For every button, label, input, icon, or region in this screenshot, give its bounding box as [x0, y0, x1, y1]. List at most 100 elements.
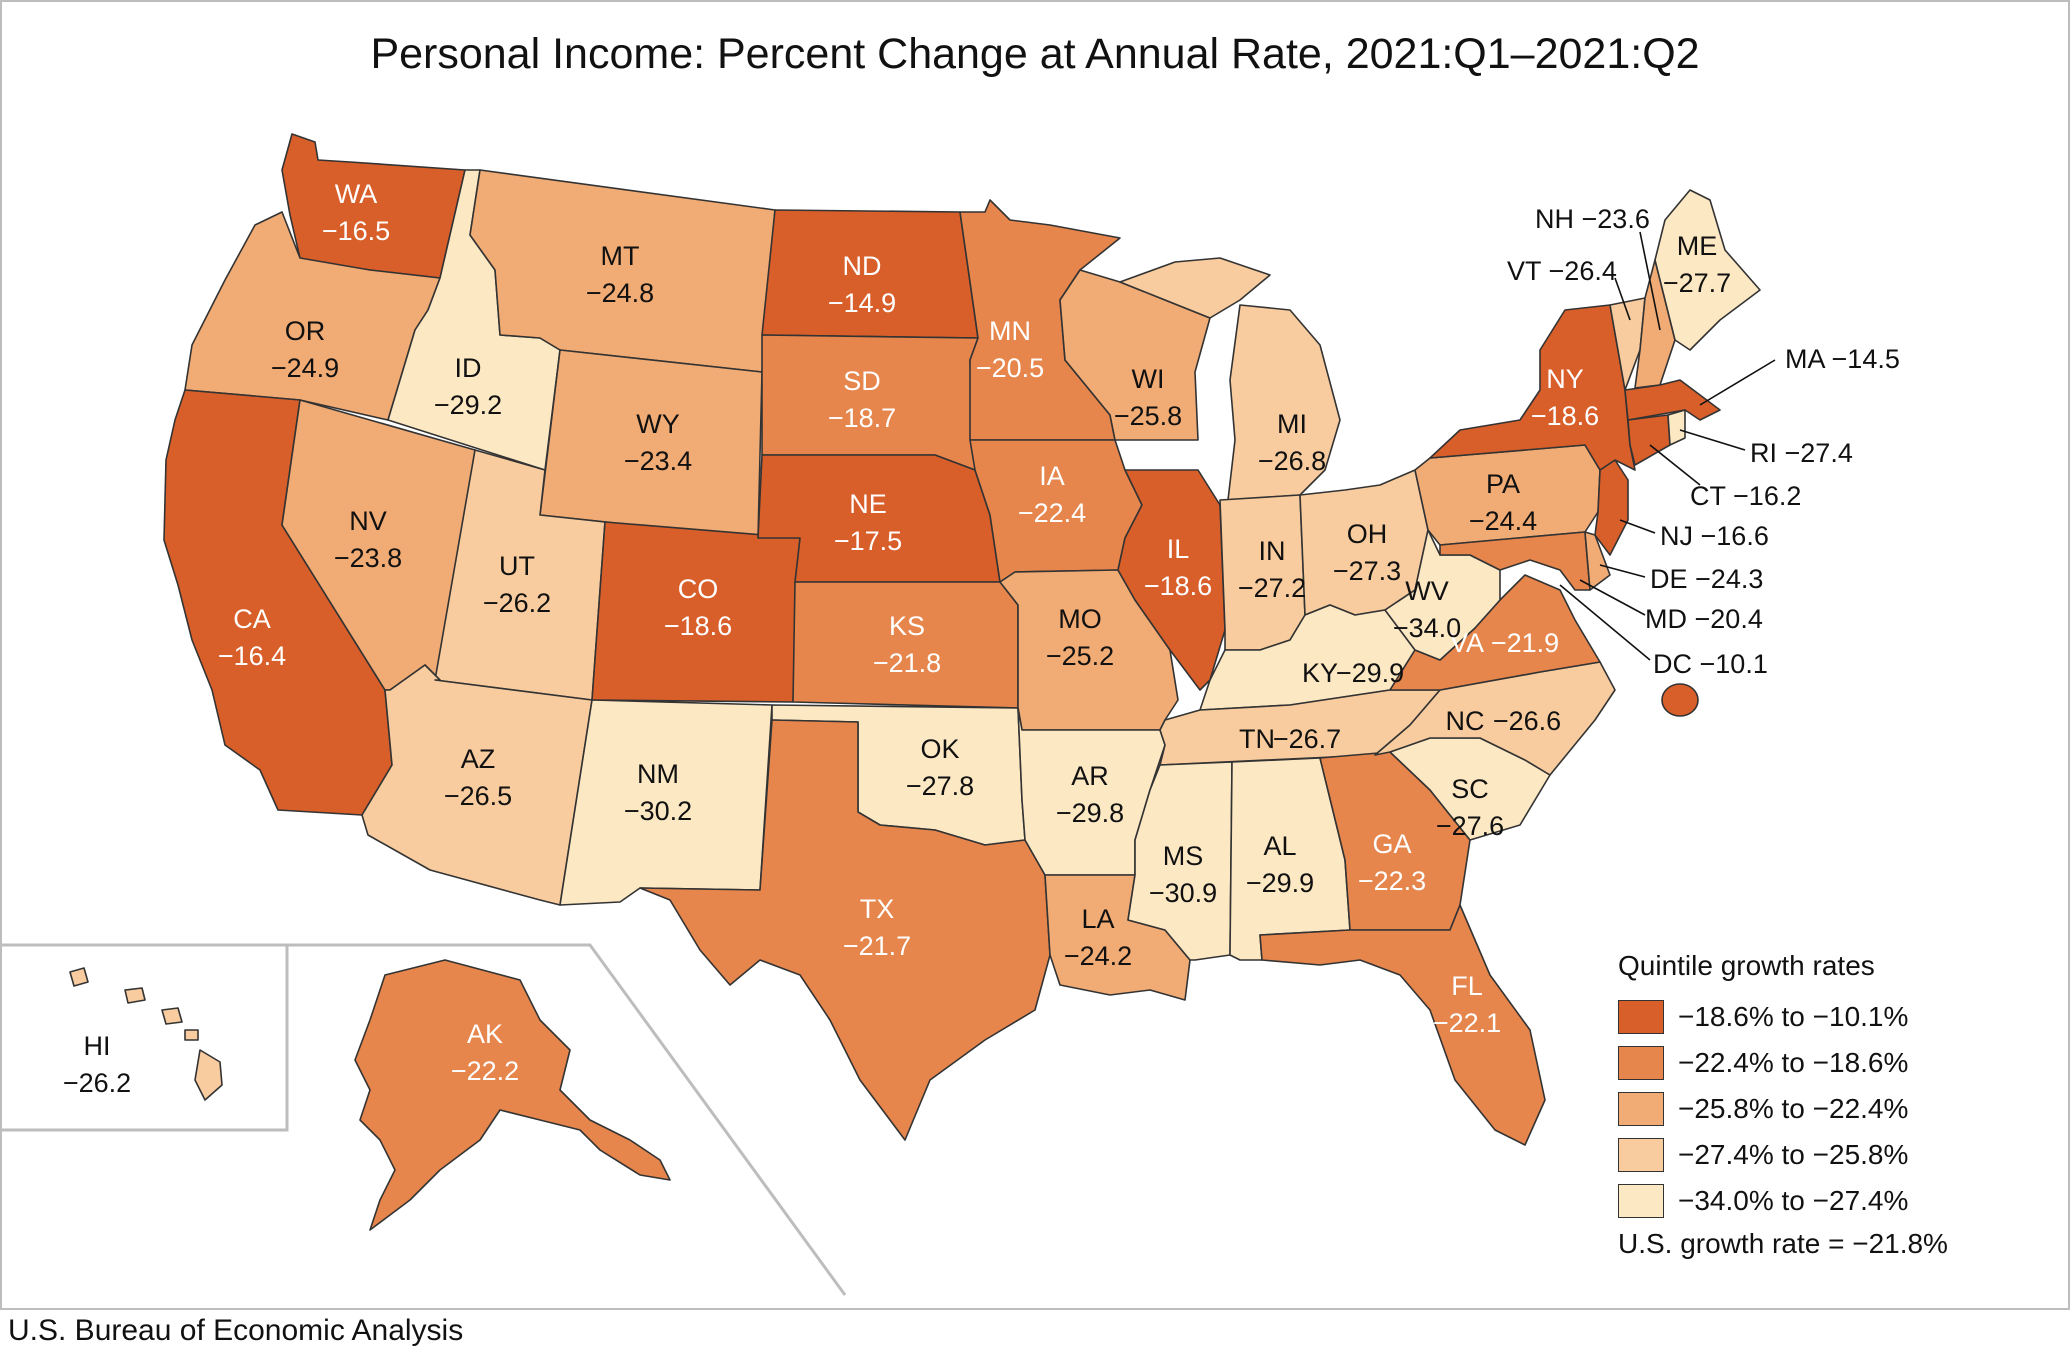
label-MS-value: −30.9 — [1149, 878, 1217, 908]
state-TX[interactable] — [639, 719, 1051, 1141]
label-CA-value: −16.4 — [218, 641, 286, 671]
label-TN: TN — [1239, 724, 1275, 754]
legend-item: −18.6% to −10.1% — [1618, 994, 2038, 1040]
legend-item: −22.4% to −18.6% — [1618, 1040, 2038, 1086]
label-SC-abbr: SC — [1451, 774, 1489, 804]
label-HI-abbr: HI — [84, 1031, 111, 1061]
leader-NJ — [1619, 519, 1656, 534]
state-FL[interactable] — [1259, 904, 1546, 1146]
label-KS-value: −21.8 — [873, 648, 941, 678]
label-LA-value: −24.2 — [1064, 941, 1132, 971]
label-CA-abbr: CA — [233, 604, 271, 634]
callout-DE-value: −24.3 — [1695, 564, 1763, 594]
label-AR-value: −29.8 — [1056, 798, 1124, 828]
label-AL-abbr: AL — [1263, 831, 1296, 861]
label-MT-value: −24.8 — [586, 278, 654, 308]
callout-RI-value: −27.4 — [1785, 438, 1853, 468]
legend-swatch — [1618, 1184, 1664, 1218]
callout-DC-abbr: DC — [1653, 649, 1692, 679]
label-MS-abbr: MS — [1163, 841, 1204, 871]
callout-CT: CT −16.2 — [1690, 481, 1801, 511]
label-OK-value: −27.8 — [906, 771, 974, 801]
leader-RI — [1679, 429, 1746, 451]
map-title: Personal Income: Percent Change at Annua… — [370, 30, 1700, 78]
label-GA-abbr: GA — [1372, 829, 1411, 859]
legend-label: −27.4% to −25.8% — [1678, 1139, 1909, 1170]
label-OH-abbr: OH — [1347, 519, 1388, 549]
label-OK-abbr: OK — [920, 734, 959, 764]
label-VA-value: −21.9 — [1491, 628, 1559, 658]
state-HI[interactable] — [194, 1049, 223, 1101]
state-MI-upper[interactable] — [1119, 257, 1271, 319]
label-MI-value: −26.8 — [1258, 446, 1326, 476]
label-WV-abbr: WV — [1405, 576, 1449, 606]
state-CT[interactable] — [1627, 414, 1671, 466]
label-MN-value: −20.5 — [976, 353, 1044, 383]
label-MO-abbr: MO — [1058, 604, 1102, 634]
legend-label: −18.6% to −10.1% — [1678, 1001, 1909, 1032]
legend-label: −22.4% to −18.6% — [1678, 1047, 1909, 1078]
callout-MA-value: −14.5 — [1832, 344, 1900, 374]
label-NY-abbr: NY — [1546, 364, 1584, 394]
source-credit: U.S. Bureau of Economic Analysis — [8, 1314, 464, 1347]
label-NE-abbr: NE — [849, 489, 887, 519]
label-UT-value: −26.2 — [483, 588, 551, 618]
callout-DE: DE −24.3 — [1650, 564, 1763, 594]
label-VA: VA — [1450, 628, 1484, 658]
label-KY: KY — [1302, 658, 1338, 688]
state-ME[interactable] — [1654, 189, 1761, 351]
callout-MA: MA −14.5 — [1785, 344, 1900, 374]
label-PA-abbr: PA — [1486, 469, 1520, 499]
callout-NJ-value: −16.6 — [1701, 521, 1769, 551]
callout-CT-abbr: CT — [1690, 481, 1726, 511]
label-AK-value: −22.2 — [451, 1056, 519, 1086]
legend-item: −25.8% to −22.4% — [1618, 1086, 2038, 1132]
label-CO-abbr: CO — [678, 574, 719, 604]
label-NV-abbr: NV — [349, 506, 387, 536]
callout-DE-abbr: DE — [1650, 564, 1688, 594]
state-MO[interactable] — [999, 569, 1179, 731]
legend-item: −27.4% to −25.8% — [1618, 1132, 2038, 1178]
state-MA[interactable] — [1624, 379, 1721, 421]
callout-DC: DC −10.1 — [1653, 649, 1768, 679]
state-RI[interactable] — [1667, 409, 1686, 446]
state-NY[interactable] — [1429, 304, 1636, 471]
label-ID-value: −29.2 — [434, 390, 502, 420]
state-AK[interactable] — [354, 959, 671, 1231]
callout-NJ-abbr: NJ — [1660, 521, 1693, 551]
label-AZ-value: −26.5 — [444, 781, 512, 811]
leader-CT — [1649, 444, 1701, 486]
label-SC-value: −27.6 — [1436, 811, 1504, 841]
label-AK-abbr: AK — [467, 1019, 503, 1049]
label-OR-value: −24.9 — [271, 353, 339, 383]
inset-divider — [0, 943, 847, 1296]
label-IL-value: −18.6 — [1144, 571, 1212, 601]
state-DE[interactable] — [1584, 531, 1611, 591]
label-NY-value: −18.6 — [1531, 401, 1599, 431]
label-MO-value: −25.2 — [1046, 641, 1114, 671]
callout-NH: NH −23.6 — [1535, 204, 1650, 234]
callout-MD-abbr: MD — [1645, 604, 1687, 634]
state-NJ[interactable] — [1594, 459, 1629, 556]
label-ND-abbr: ND — [843, 251, 882, 281]
state-WY[interactable] — [539, 349, 763, 539]
callout-MD: MD −20.4 — [1645, 604, 1763, 634]
state-IL[interactable] — [1117, 469, 1226, 691]
callout-MD-value: −20.4 — [1695, 604, 1763, 634]
callout-VT: VT −26.4 — [1507, 256, 1617, 286]
label-WI-value: −25.8 — [1114, 401, 1182, 431]
label-KY-value: −29.9 — [1336, 658, 1404, 688]
leader-DC — [1559, 584, 1651, 661]
label-NV-value: −23.8 — [334, 543, 402, 573]
callout-RI: RI −27.4 — [1750, 438, 1853, 468]
label-NM-value: −30.2 — [624, 796, 692, 826]
label-IN-abbr: IN — [1259, 536, 1286, 566]
label-WV-value: −34.0 — [1393, 613, 1461, 643]
label-WA-value: −16.5 — [322, 216, 390, 246]
state-KS[interactable] — [792, 581, 1019, 709]
state-MI[interactable] — [1227, 304, 1341, 501]
state-DC-marker[interactable] — [1661, 683, 1699, 717]
callout-DC-value: −10.1 — [1700, 649, 1768, 679]
callout-NH-abbr: NH — [1535, 204, 1574, 234]
label-NC-value: −26.6 — [1493, 706, 1561, 736]
